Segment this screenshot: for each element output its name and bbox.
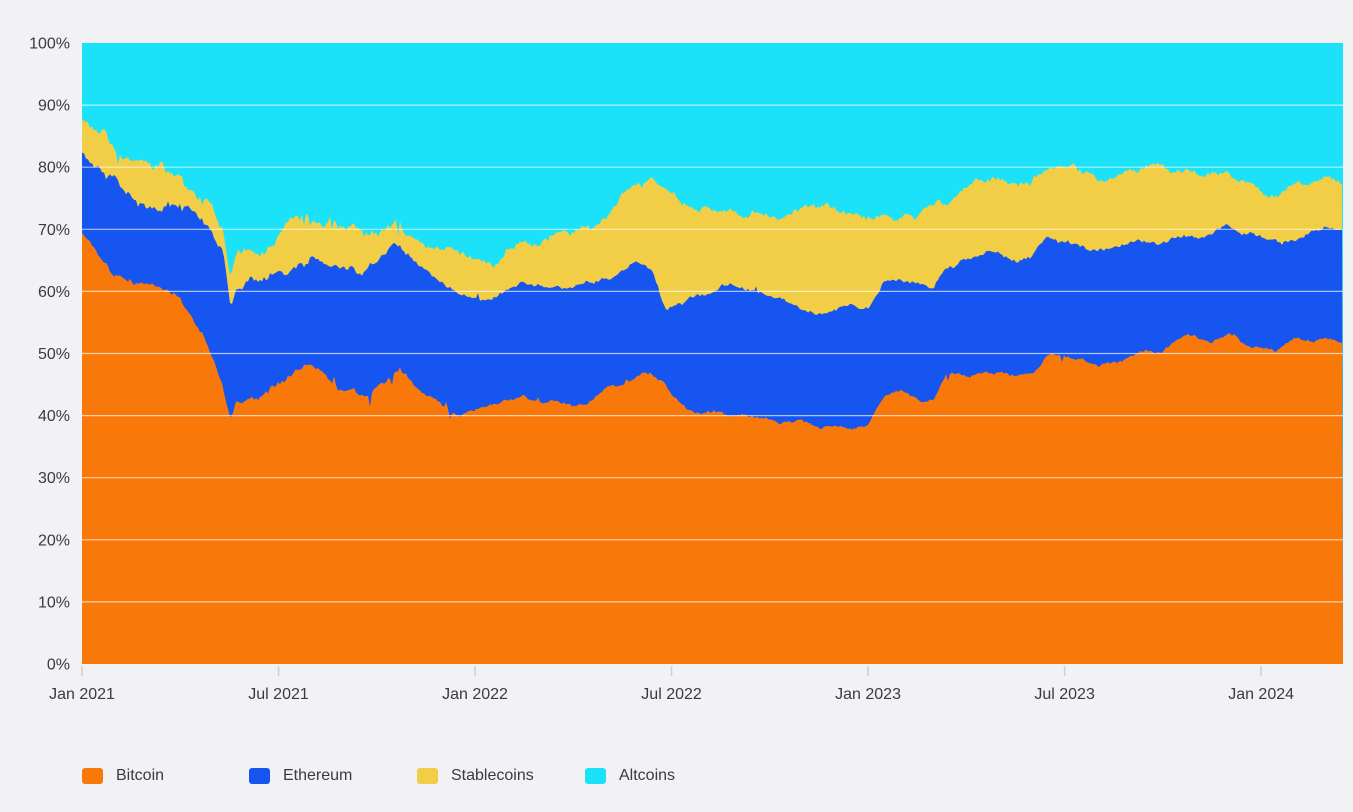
altcoins-swatch-icon: [585, 768, 606, 784]
x-axis-labels: Jan 2021 Jul 2021 Jan 2022 Jul 2022 Jan 2023…: [49, 666, 1294, 703]
y-tick-label: 60%: [38, 284, 70, 301]
legend-item-altcoins[interactable]: Altcoins: [585, 760, 675, 792]
y-tick-label: 90%: [38, 98, 70, 115]
y-tick-label: 30%: [38, 470, 70, 487]
x-tick-label: Jan 2022: [442, 686, 508, 703]
gridlines: [82, 104, 1343, 603]
x-tick-label: Jan 2023: [835, 686, 901, 703]
y-tick-label: 20%: [38, 532, 70, 549]
bitcoin-swatch-icon: [82, 768, 103, 784]
x-tick-label: Jan 2024: [1228, 686, 1294, 703]
x-tick-label: Jul 2021: [248, 686, 309, 703]
ethereum-swatch-icon: [249, 768, 270, 784]
y-tick-label: 10%: [38, 594, 70, 611]
legend-item-bitcoin[interactable]: Bitcoin: [82, 760, 164, 792]
y-tick-label: 40%: [38, 408, 70, 425]
y-tick-label: 50%: [38, 346, 70, 363]
legend-item-ethereum[interactable]: Ethereum: [249, 760, 352, 792]
legend-label: Ethereum: [283, 767, 353, 784]
legend-label: Stablecoins: [451, 767, 534, 784]
y-axis-labels: 0% 10% 20% 30% 40% 50% 60% 70% 80% 90% 100%: [29, 36, 70, 674]
legend-item-stablecoins[interactable]: Stablecoins: [417, 760, 534, 792]
x-tick-label: Jan 2021: [49, 686, 115, 703]
y-tick-label: 80%: [38, 160, 70, 177]
x-tick-label: Jul 2022: [641, 686, 702, 703]
legend-label: Bitcoin: [116, 767, 165, 784]
chart-areas: [82, 43, 1343, 665]
x-tick-label: Jul 2023: [1034, 686, 1095, 703]
stablecoins-swatch-icon: [417, 768, 438, 784]
y-tick-label: 70%: [38, 222, 70, 239]
chart-legend: Bitcoin Ethereum Stablecoins Altcoins: [0, 760, 1353, 794]
area-bitcoin: [82, 232, 1343, 664]
y-tick-label: 100%: [29, 36, 70, 53]
legend-label: Altcoins: [619, 767, 676, 784]
y-tick-label: 0%: [47, 657, 70, 674]
